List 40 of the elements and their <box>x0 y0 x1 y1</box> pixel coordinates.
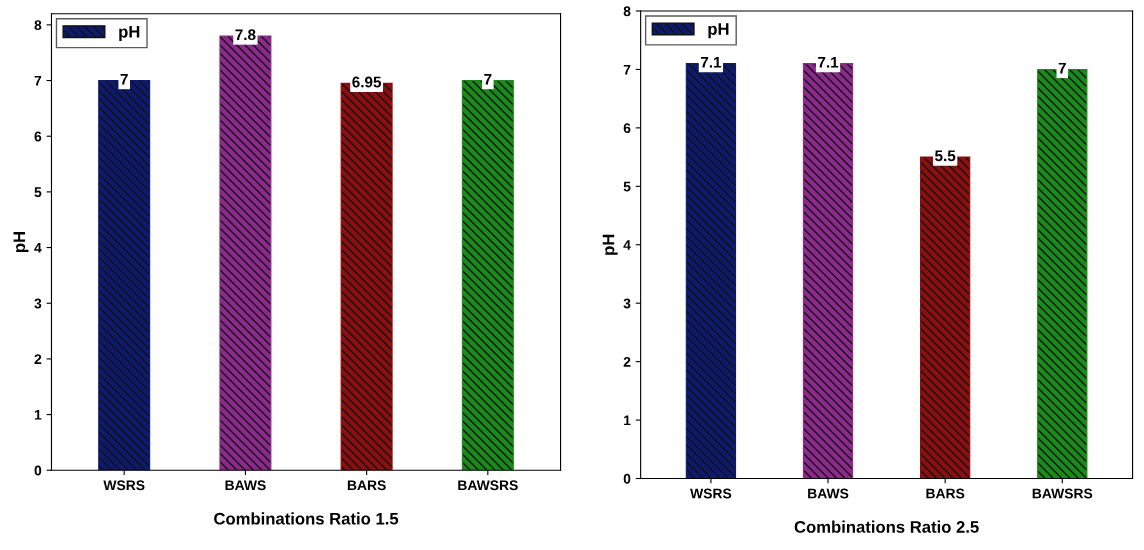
y-tick-label: 8 <box>623 6 631 17</box>
y-tick-label: 2 <box>623 356 631 367</box>
data-label: 7.8 <box>235 29 256 41</box>
data-label: 7 <box>1058 62 1066 74</box>
x-tick-label: BAWSRS <box>458 480 518 491</box>
y-tick-label: 1 <box>624 415 631 426</box>
y-tick-label: 4 <box>623 240 631 250</box>
data-label: 7 <box>484 73 492 85</box>
y-tick-label: 3 <box>34 298 42 309</box>
x-tick-label: BAWS <box>225 480 266 491</box>
data-label: 5.5 <box>935 150 956 162</box>
y-tick-label: 4 <box>34 243 42 253</box>
x-tick-label: BAWS <box>808 488 849 499</box>
data-label: 7.1 <box>818 57 839 68</box>
y-tick-label: 8 <box>34 20 42 31</box>
x-tick-label: BAWSRS <box>1032 488 1093 499</box>
x-tick-label: BARS <box>347 480 386 491</box>
y-tick-label: 6 <box>623 123 631 134</box>
x-axis-title: Combinations Ratio 1.5 <box>214 512 399 525</box>
data-label: 7 <box>120 73 128 85</box>
y-axis-title: pH <box>13 232 29 253</box>
data-label: 6.95 <box>352 76 382 88</box>
y-tick-label: 7 <box>34 76 42 86</box>
data-label: 7.1 <box>700 57 722 68</box>
y-tick-label: 7 <box>623 64 631 75</box>
x-axis-title: Combinations Ratio 2.5 <box>794 520 979 533</box>
y-tick-label: 5 <box>623 181 631 192</box>
y-axis-title: pH <box>602 234 618 255</box>
x-tick-label: BARS <box>926 488 965 499</box>
x-tick-label: WSRS <box>103 480 145 491</box>
y-tick-label: 0 <box>623 473 631 484</box>
y-tick-label: 6 <box>34 131 42 142</box>
legend-label: pH <box>119 26 140 41</box>
x-tick-label: WSRS <box>690 488 732 499</box>
y-tick-label: 3 <box>623 298 631 309</box>
y-tick-label: 1 <box>34 410 42 420</box>
y-tick-label: 0 <box>34 465 42 476</box>
y-tick-label: 2 <box>34 354 42 364</box>
legend-label: pH <box>708 23 729 39</box>
y-tick-label: 5 <box>34 187 42 198</box>
